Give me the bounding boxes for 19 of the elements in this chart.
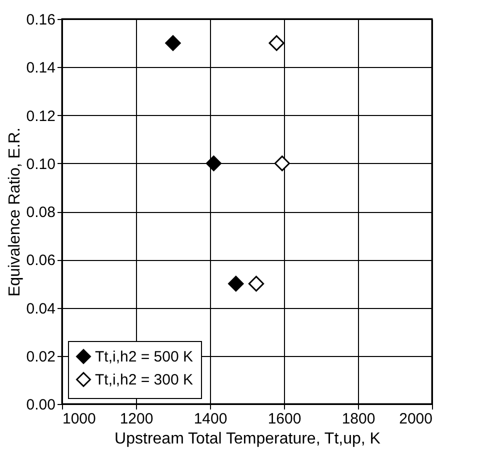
y-tick-label: 0.08 <box>26 204 56 221</box>
y-tick-label: 0.10 <box>26 156 56 173</box>
y-tick-label: 0.04 <box>26 300 56 318</box>
x-axis-title: Upstream Total Temperature, Tt,up, K <box>114 430 381 448</box>
y-tick-label: 0.00 <box>26 396 56 414</box>
x-tick-label: 1800 <box>342 410 376 428</box>
x-tick-label: 1600 <box>268 410 302 428</box>
x-tick-label: 1400 <box>194 410 228 428</box>
y-tick-label: 0.14 <box>26 60 56 77</box>
y-tick-label: 0.06 <box>26 252 56 270</box>
x-tick-label: 1200 <box>120 410 154 428</box>
y-tick-label: 0.16 <box>26 12 56 28</box>
y-tick-label: 0.02 <box>26 348 56 366</box>
legend-label: Tt,i,h2 = 300 K <box>95 372 193 388</box>
legend-label: Tt,i,h2 = 500 K <box>95 348 193 366</box>
x-tick-label: 2000 <box>399 410 432 428</box>
x-tick-label: 1000 <box>62 410 96 428</box>
y-axis-title: Equivalence Ratio, E.R. <box>6 128 24 296</box>
y-tick-label: 0.12 <box>26 108 56 125</box>
